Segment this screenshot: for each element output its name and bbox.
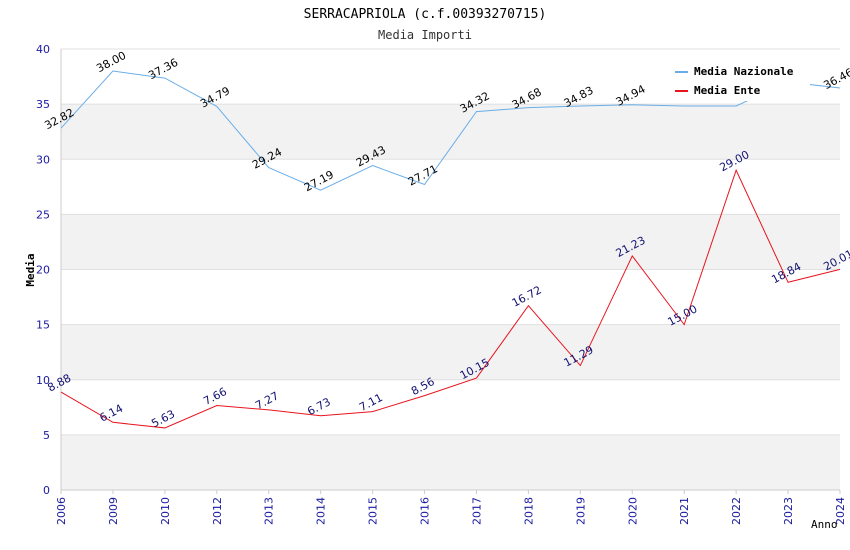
plot-band [61, 214, 840, 270]
plot-band [61, 104, 840, 160]
legend-box [669, 60, 810, 101]
x-tick-label: 2014 [315, 497, 328, 525]
chart-title: SERRACAPRIOLA (c.f.00393270715) [304, 7, 547, 22]
chart-subtitle: Media Importi [378, 28, 472, 42]
x-tick-label: 2009 [107, 497, 120, 525]
series-line-media-ente [60, 168, 841, 429]
y-tick-label: 20 [36, 264, 50, 277]
y-tick-label: 30 [36, 153, 50, 166]
x-tick-label: 2022 [730, 497, 743, 525]
y-tick-label: 5 [43, 429, 50, 442]
plot-band [61, 324, 840, 380]
plot-band [61, 159, 840, 215]
plot-background-bands [61, 49, 840, 490]
x-tick-label: 2006 [55, 497, 68, 525]
series-line-media-nazionale [60, 70, 841, 191]
x-tick-label: 2021 [678, 497, 691, 525]
y-tick-label: 10 [36, 374, 50, 387]
legend-label-media-nazionale: Media Nazionale [694, 65, 794, 78]
axes [60, 49, 840, 491]
x-tick-label: 2016 [419, 497, 432, 525]
y-tick-label: 0 [43, 484, 50, 497]
x-tick-label: 2015 [367, 497, 380, 525]
y-axis-ticks: 0 5 10 15 20 25 30 35 40 [36, 43, 50, 497]
plot-band [61, 379, 840, 435]
legend: Media Nazionale Media Ente [669, 60, 810, 101]
plot-band [61, 269, 840, 325]
y-tick-label: 15 [36, 319, 50, 332]
x-tick-label: 2020 [626, 497, 639, 525]
y-tick-label: 40 [36, 43, 50, 56]
x-tick-label: 2019 [574, 497, 587, 525]
x-tick-label: 2024 [834, 497, 847, 525]
x-tick-label: 2018 [522, 497, 535, 525]
series-lines [60, 70, 841, 429]
x-tick-label: 2023 [782, 497, 795, 525]
y-tick-label: 35 [36, 98, 50, 111]
legend-label-media-ente: Media Ente [694, 84, 761, 97]
x-tick-label: 2010 [159, 497, 172, 525]
plot-band [61, 434, 840, 490]
x-axis-label: Anno [811, 518, 838, 531]
y-tick-label: 25 [36, 208, 50, 221]
y-axis-label: Media [24, 253, 37, 286]
x-tick-label: 2013 [263, 497, 276, 525]
x-tick-label: 2012 [211, 497, 224, 525]
x-axis-ticks: 2006 2009 2010 2012 2013 2014 2015 2016 2017 2018… [55, 490, 847, 525]
x-tick-label: 2017 [470, 497, 483, 525]
